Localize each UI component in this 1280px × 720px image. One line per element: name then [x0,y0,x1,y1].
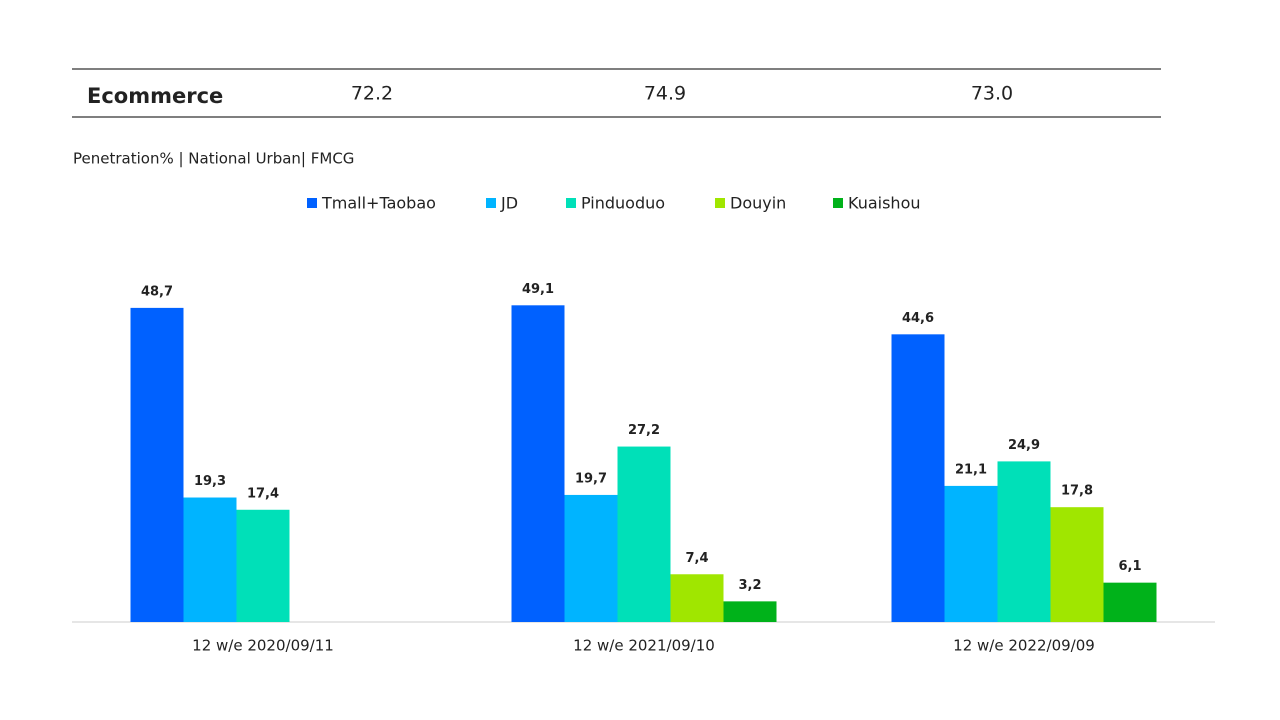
legend-label: Pinduoduo [581,194,665,213]
x-tick-label: 12 w/e 2022/09/09 [953,637,1095,655]
data-label: 6,1 [1118,559,1141,574]
bar [236,509,290,622]
bar [564,494,618,622]
row-label: Ecommerce [87,84,223,108]
data-label: 49,1 [522,282,554,297]
bar [1103,582,1157,622]
legend-label: Tmall+Taobao [321,194,436,213]
bar [183,497,237,622]
legend-swatch [715,198,725,208]
legend-label: Kuaishou [848,194,921,213]
bar [891,334,945,622]
legend-label: JD [500,194,518,213]
cell: 72.2 [351,83,393,105]
bar [723,601,777,622]
data-label: 7,4 [685,551,708,566]
data-label: 24,9 [1008,438,1040,453]
data-label: 48,7 [141,284,173,299]
legend-swatch [486,198,496,208]
bar [997,461,1051,622]
bar [670,574,724,622]
data-label: 3,2 [738,578,761,593]
x-tick-label: 12 w/e 2021/09/10 [573,637,715,655]
bar [1050,507,1104,622]
x-tick-label: 12 w/e 2020/09/11 [192,637,334,655]
cell: 74.9 [644,83,686,105]
data-label: 19,7 [575,471,607,486]
bar [511,305,565,622]
data-label: 27,2 [628,423,660,438]
legend-swatch [566,198,576,208]
data-label: 44,6 [902,311,934,326]
data-label: 21,1 [955,462,987,477]
data-label: 17,8 [1061,484,1093,499]
legend-swatch [307,198,317,208]
bar [944,485,998,622]
legend-swatch [833,198,843,208]
legend-label: Douyin [730,194,786,213]
bar [617,446,671,622]
cell: 73.0 [971,83,1013,105]
bar [130,307,184,622]
data-label: 17,4 [247,486,279,501]
chart-subtitle: Penetration% | National Urban| FMCG [73,150,354,168]
data-label: 19,3 [194,474,226,489]
